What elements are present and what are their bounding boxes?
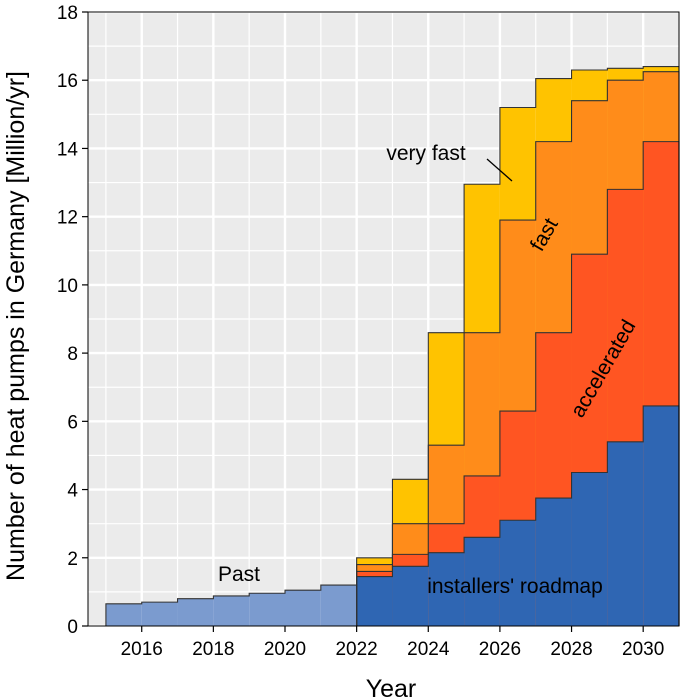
y-tick-label: 10 (57, 276, 78, 297)
area-step-installers-roadmap (535, 498, 572, 626)
area-step-past (177, 598, 214, 626)
y-tick-label: 2 (67, 549, 78, 570)
area-step-past (105, 603, 142, 626)
y-tick-label: 18 (57, 3, 78, 24)
annotation-past: Past (218, 563, 260, 586)
area-step-past (141, 602, 178, 626)
area-step-installers-roadmap (428, 552, 465, 626)
area-step-installers-roadmap (392, 566, 429, 626)
y-axis-title: Number of heat pumps in Germany [Million… (2, 71, 30, 581)
x-tick-label: 2022 (335, 639, 377, 660)
step-lines (105, 66, 680, 626)
x-tick-label: 2020 (264, 639, 306, 660)
area-step-installers-roadmap (499, 520, 536, 626)
y-tick-label: 0 (67, 617, 78, 638)
area-step-installers-roadmap (607, 441, 644, 626)
x-tick-label: 2018 (192, 639, 234, 660)
very-fast-leader-line (486, 158, 513, 182)
series-line-fast (356, 71, 680, 626)
x-tick-label: 2028 (550, 639, 592, 660)
series-line-very-fast (356, 66, 680, 626)
area-step-installers-roadmap (464, 537, 500, 626)
y-tick-label: 12 (57, 208, 78, 229)
y-tick-label: 8 (67, 344, 78, 365)
annotation-very-fast: very fast (386, 142, 466, 165)
area-step-installers-roadmap (643, 405, 679, 626)
annotation-installers-roadmap: installers' roadmap (427, 575, 603, 598)
y-tick-label: 4 (67, 481, 78, 502)
y-tick-label: 6 (67, 412, 78, 433)
area-step-installers-roadmap (356, 576, 393, 626)
x-tick-label: 2030 (622, 639, 664, 660)
plot-border (87, 11, 680, 627)
series-line-past (105, 584, 358, 626)
step-areas (105, 66, 679, 627)
x-axis-title: Year (366, 675, 417, 700)
x-tick-label: 2024 (407, 639, 450, 660)
area-step-installers-roadmap (571, 472, 608, 626)
series-line-installers-roadmap (356, 405, 680, 626)
area-step-past (213, 595, 250, 626)
series-line-accelerated (356, 141, 680, 626)
axis-ticks: 2016 2018 2020 2022 2024 2026 2028 2030 0 2 4 6 8 10 1… (57, 3, 664, 660)
x-tick-label: 2016 (121, 639, 163, 660)
x-tick-label: 2026 (479, 639, 521, 660)
y-tick-label: 16 (57, 71, 78, 92)
area-step-past (249, 593, 285, 626)
y-tick-label: 14 (57, 139, 79, 160)
area-step-past (320, 585, 357, 626)
area-step-past (285, 590, 321, 626)
